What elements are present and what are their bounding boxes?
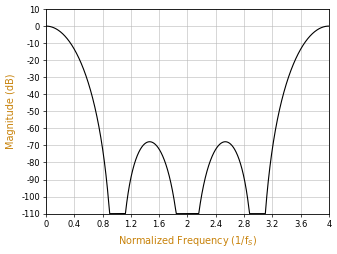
X-axis label: Normalized Frequency (1/f$_S$): Normalized Frequency (1/f$_S$) bbox=[118, 234, 257, 248]
Y-axis label: Magnitude (dB): Magnitude (dB) bbox=[5, 74, 16, 149]
